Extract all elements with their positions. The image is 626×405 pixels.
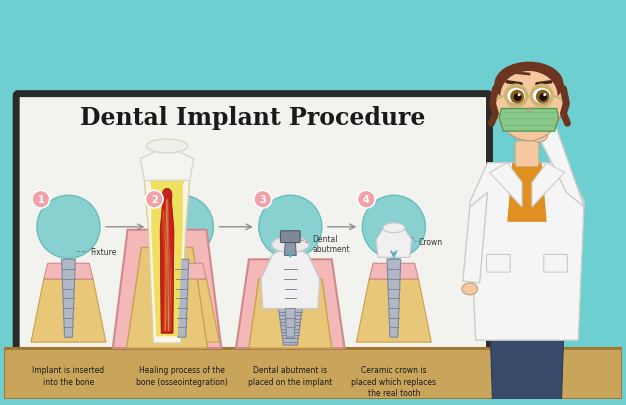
FancyBboxPatch shape — [486, 255, 510, 273]
Polygon shape — [463, 193, 488, 283]
Circle shape — [540, 94, 547, 102]
Ellipse shape — [383, 223, 404, 233]
Ellipse shape — [272, 237, 309, 253]
Text: Dental abutment is
placed on the implant: Dental abutment is placed on the implant — [248, 365, 332, 386]
Polygon shape — [160, 196, 174, 333]
Polygon shape — [284, 242, 296, 256]
Ellipse shape — [146, 140, 188, 153]
Circle shape — [536, 90, 550, 104]
Polygon shape — [279, 309, 302, 345]
Text: Dental Implant Procedure: Dental Implant Procedure — [80, 106, 426, 130]
Text: 2: 2 — [151, 195, 158, 205]
FancyBboxPatch shape — [280, 231, 300, 243]
Ellipse shape — [462, 283, 478, 295]
Circle shape — [518, 94, 521, 97]
Ellipse shape — [532, 87, 552, 105]
Circle shape — [510, 90, 524, 104]
Polygon shape — [265, 264, 315, 279]
FancyBboxPatch shape — [515, 142, 539, 167]
Text: Healing process of the
bone (osseointegration): Healing process of the bone (osseointegr… — [136, 365, 228, 386]
Polygon shape — [261, 245, 320, 309]
Ellipse shape — [491, 64, 567, 135]
Polygon shape — [490, 163, 522, 207]
Polygon shape — [236, 260, 344, 348]
Circle shape — [145, 191, 163, 209]
Polygon shape — [507, 163, 546, 222]
Circle shape — [357, 191, 375, 209]
Polygon shape — [500, 109, 558, 132]
Circle shape — [150, 196, 213, 259]
Ellipse shape — [162, 189, 172, 202]
Polygon shape — [140, 147, 193, 181]
Circle shape — [514, 94, 521, 102]
Polygon shape — [61, 260, 75, 337]
Polygon shape — [145, 279, 219, 342]
Circle shape — [254, 191, 272, 209]
Polygon shape — [151, 186, 183, 337]
Ellipse shape — [495, 62, 563, 107]
Polygon shape — [356, 279, 431, 342]
Text: Dental
abutment: Dental abutment — [312, 234, 350, 254]
Polygon shape — [532, 163, 565, 207]
Polygon shape — [490, 311, 565, 399]
Circle shape — [32, 191, 49, 209]
FancyBboxPatch shape — [16, 94, 490, 362]
Circle shape — [362, 196, 426, 259]
Text: Ceramic crown is
placed which replaces
the real tooth: Ceramic crown is placed which replaces t… — [351, 365, 436, 397]
FancyBboxPatch shape — [4, 348, 622, 399]
Polygon shape — [253, 279, 328, 342]
Circle shape — [543, 94, 546, 97]
Polygon shape — [284, 260, 297, 337]
Polygon shape — [126, 248, 207, 348]
Text: Implant is inserted
into the bone: Implant is inserted into the bone — [33, 365, 105, 386]
Ellipse shape — [500, 72, 558, 121]
Polygon shape — [113, 230, 222, 348]
Polygon shape — [145, 181, 190, 343]
Text: Crown: Crown — [419, 237, 443, 247]
FancyBboxPatch shape — [544, 255, 567, 273]
Polygon shape — [387, 260, 401, 337]
Ellipse shape — [150, 175, 184, 191]
Polygon shape — [537, 129, 584, 207]
Polygon shape — [175, 260, 189, 337]
Text: Fixture: Fixture — [90, 247, 116, 256]
Text: 4: 4 — [363, 195, 369, 205]
Text: 3: 3 — [259, 195, 266, 205]
Circle shape — [259, 196, 322, 259]
Polygon shape — [369, 264, 419, 279]
Ellipse shape — [530, 129, 548, 143]
Polygon shape — [157, 264, 207, 279]
Circle shape — [37, 196, 100, 259]
Ellipse shape — [506, 87, 526, 105]
Text: 1: 1 — [38, 195, 44, 205]
Polygon shape — [31, 279, 106, 342]
Ellipse shape — [498, 72, 560, 141]
Ellipse shape — [495, 67, 563, 141]
Polygon shape — [44, 264, 93, 279]
Polygon shape — [376, 228, 412, 258]
Polygon shape — [470, 163, 584, 340]
Polygon shape — [249, 279, 332, 348]
